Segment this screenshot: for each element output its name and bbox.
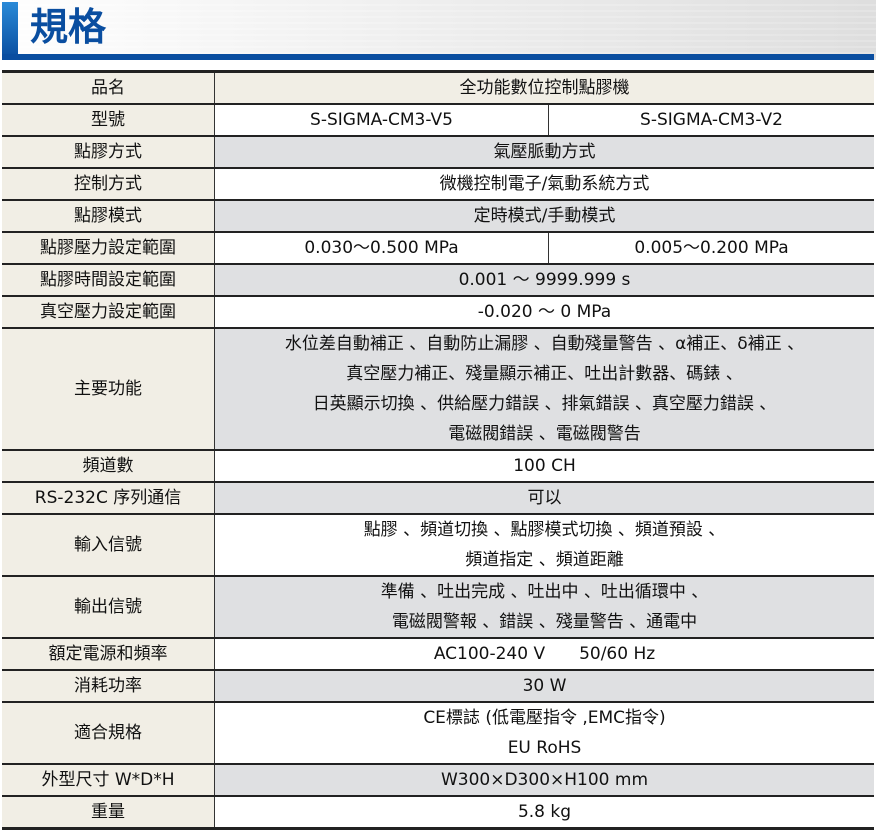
spec-value-line: 真空壓力補正、殘量顯示補正、吐出計數器、碼錶 、: [346, 364, 743, 384]
spec-label: 控制方式: [2, 167, 215, 201]
spec-value: 30 W: [214, 669, 874, 703]
table-row: RS-232C 序列通信 可以: [2, 481, 874, 515]
header-accent-stripe: [2, 2, 18, 58]
spec-value: S-SIGMA-CM3-V5: [214, 103, 549, 137]
spec-value: CE標誌 (低電壓指令 ,EMC指令) EU RoHS: [214, 701, 874, 765]
table-row: 點膠方式 氣壓脈動方式: [2, 135, 874, 169]
spec-label: RS-232C 序列通信: [2, 481, 215, 515]
table-row: 輸入信號 點膠 、頻道切換 、點膠模式切換 、頻道預設 、頻道指定 、頻道距離: [2, 513, 874, 577]
spec-value-line: 電磁閥錯誤 、電磁閥警告: [448, 424, 641, 444]
spec-label: 輸入信號: [2, 513, 215, 577]
spec-table: 品名 全功能數位控制點膠機 型號 S-SIGMA-CM3-V5 S-SIGMA-CM3-…: [2, 70, 874, 830]
table-row: 主要功能 水位差自動補正 、自動防止漏膠 、自動殘量警告 、α補正、δ補正 、真空…: [2, 327, 874, 451]
section-header: 規格: [0, 0, 876, 60]
spec-value: S-SIGMA-CM3-V2: [548, 103, 874, 137]
spec-label: 品名: [2, 70, 215, 105]
header-bottom-bar: [2, 54, 874, 60]
spec-value: 氣壓脈動方式: [214, 135, 874, 169]
spec-value: 100 CH: [214, 449, 874, 483]
spec-label: 真空壓力設定範圍: [2, 295, 215, 329]
spec-value: 0.030～0.500 MPa: [214, 231, 549, 265]
table-row: 點膠時間設定範圍 0.001 ～ 9999.999 s: [2, 263, 874, 297]
table-row: 點膠模式 定時模式/手動模式: [2, 199, 874, 233]
table-row: 外型尺寸 W*D*H W300×D300×H100 mm: [2, 763, 874, 797]
spec-label: 點膠時間設定範圍: [2, 263, 215, 297]
spec-value: -0.020 ～ 0 MPa: [214, 295, 874, 329]
spec-value-line: 頻道指定 、頻道距離: [465, 550, 624, 570]
spec-value: 5.8 kg: [214, 795, 874, 829]
spec-value: 可以: [214, 481, 874, 515]
spec-value-line: 日英顯示切換 、供給壓力錯誤 、排氣錯誤 、真空壓力錯誤 、: [312, 394, 777, 414]
spec-label: 額定電源和頻率: [2, 637, 215, 671]
spec-label: 點膠壓力設定範圍: [2, 231, 215, 265]
table-row: 額定電源和頻率 AC100-240 V 50/60 Hz: [2, 637, 874, 671]
table-row: 品名 全功能數位控制點膠機: [2, 70, 874, 105]
spec-label: 消耗功率: [2, 669, 215, 703]
spec-label: 主要功能: [2, 327, 215, 451]
spec-value-line: CE標誌 (低電壓指令 ,EMC指令): [423, 708, 666, 728]
spec-label: 適合規格: [2, 701, 215, 765]
table-row: 點膠壓力設定範圍 0.030～0.500 MPa 0.005～0.200 MPa: [2, 231, 874, 265]
table-row: 重量 5.8 kg: [2, 795, 874, 829]
spec-value-line: EU RoHS: [507, 738, 582, 758]
spec-label: 外型尺寸 W*D*H: [2, 763, 215, 797]
spec-label: 輸出信號: [2, 575, 215, 639]
spec-value: 定時模式/手動模式: [214, 199, 874, 233]
spec-label: 點膠方式: [2, 135, 215, 169]
header-background: [0, 0, 876, 60]
spec-value-line: 水位差自動補正 、自動防止漏膠 、自動殘量警告 、α補正、δ補正 、: [284, 334, 805, 354]
spec-value: 微機控制電子/氣動系統方式: [214, 167, 874, 201]
spec-value-line: 電磁閥警報 、錯誤 、殘量警告 、通電中: [391, 612, 698, 632]
spec-label: 點膠模式: [2, 199, 215, 233]
spec-label: 重量: [2, 795, 215, 829]
spec-value: 0.005～0.200 MPa: [548, 231, 874, 265]
spec-value: 準備 、吐出完成 、吐出中 、吐出循環中 、電磁閥警報 、錯誤 、殘量警告 、通…: [214, 575, 874, 639]
spec-value: 水位差自動補正 、自動防止漏膠 、自動殘量警告 、α補正、δ補正 、真空壓力補正…: [214, 327, 874, 451]
table-row: 頻道數 100 CH: [2, 449, 874, 483]
spec-value: AC100-240 V 50/60 Hz: [214, 637, 874, 671]
spec-label: 型號: [2, 103, 215, 137]
table-row: 適合規格 CE標誌 (低電壓指令 ,EMC指令) EU RoHS: [2, 701, 874, 765]
spec-value: 全功能數位控制點膠機: [214, 70, 874, 105]
table-row: 控制方式 微機控制電子/氣動系統方式: [2, 167, 874, 201]
page-title: 規格: [30, 5, 107, 49]
spec-value-line: 點膠 、頻道切換 、點膠模式切換 、頻道預設 、: [363, 520, 726, 540]
spec-value: 點膠 、頻道切換 、點膠模式切換 、頻道預設 、頻道指定 、頻道距離: [214, 513, 874, 577]
table-row: 消耗功率 30 W: [2, 669, 874, 703]
table-row: 真空壓力設定範圍 -0.020 ～ 0 MPa: [2, 295, 874, 329]
table-row: 型號 S-SIGMA-CM3-V5 S-SIGMA-CM3-V2: [2, 103, 874, 137]
spec-label: 頻道數: [2, 449, 215, 483]
table-row: 輸出信號 準備 、吐出完成 、吐出中 、吐出循環中 、電磁閥警報 、錯誤 、殘量警…: [2, 575, 874, 639]
spec-value: 0.001 ～ 9999.999 s: [214, 263, 874, 297]
spec-value-line: 準備 、吐出完成 、吐出中 、吐出循環中 、: [380, 582, 709, 602]
spec-value: W300×D300×H100 mm: [214, 763, 874, 797]
